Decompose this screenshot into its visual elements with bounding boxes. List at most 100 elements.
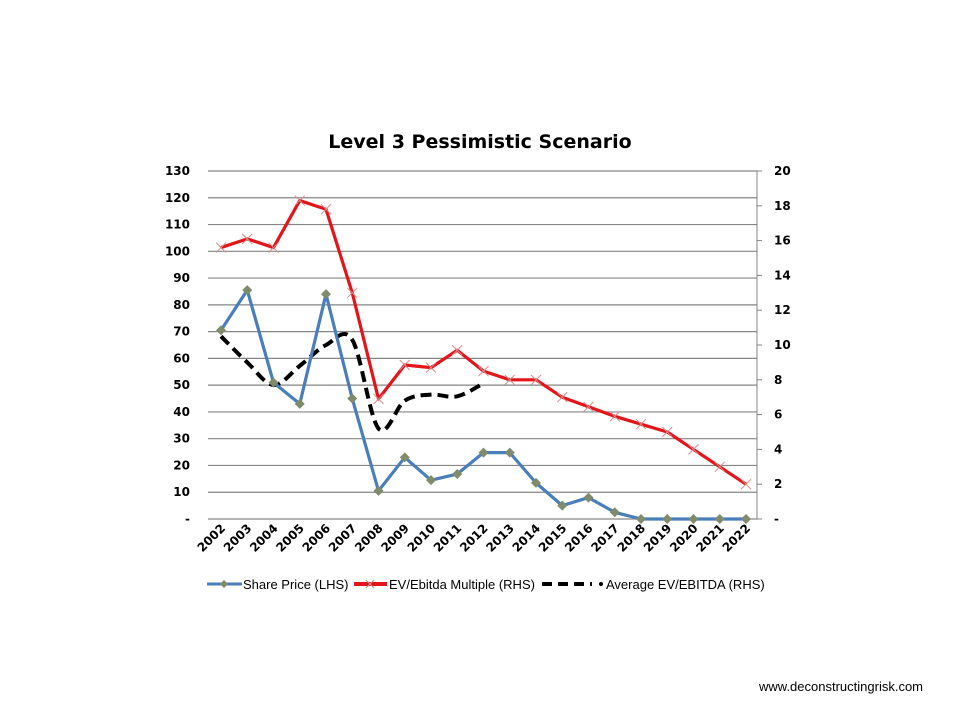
left-tick-label: 80 [173, 298, 190, 312]
x-tick-label: 2022 [720, 521, 754, 555]
left-tick-label: 60 [173, 351, 190, 365]
x-tick-label: 2021 [693, 521, 727, 555]
x-tick-label: 2017 [588, 521, 622, 555]
data-point [635, 418, 647, 430]
data-point [478, 447, 489, 458]
right-tick-label: 10 [774, 338, 791, 352]
left-tick-label: 30 [173, 432, 190, 446]
data-point [714, 514, 725, 524]
data-point [215, 242, 227, 253]
series-line [219, 332, 485, 433]
left-tick-label: 70 [173, 325, 190, 339]
data-point [688, 514, 699, 524]
series-average-ev-ebitda-rhs [219, 332, 485, 433]
right-tick-label: 8 [774, 373, 782, 387]
data-point [451, 344, 463, 356]
series-share-price-lhs [216, 285, 751, 524]
x-tick-label: 2006 [300, 521, 334, 555]
data-point [268, 242, 279, 253]
left-tick-label: 100 [165, 244, 190, 258]
data-point [320, 203, 332, 215]
data-point [661, 426, 673, 438]
website-url: www.deconstructingrisk.com [759, 679, 923, 694]
x-tick-label: 2018 [615, 521, 649, 555]
legend-marker [599, 582, 603, 586]
data-point [583, 492, 594, 503]
data-point [399, 359, 411, 371]
data-point [426, 475, 436, 486]
left-tick-label: 50 [173, 378, 190, 392]
legend-marker [365, 579, 375, 589]
x-axis: 2002200320042005200620072008200920102011… [195, 521, 754, 555]
x-tick-label: 2011 [431, 521, 465, 555]
right-tick-label: 12 [774, 303, 791, 317]
gridlines [208, 170, 757, 520]
data-point [373, 485, 384, 496]
right-tick-label: 14 [774, 268, 791, 282]
left-tick-label: 20 [173, 458, 190, 472]
x-tick-label: 2012 [457, 521, 491, 555]
data-point [242, 285, 253, 296]
data-point [609, 507, 620, 518]
right-axis: - 2 4 6 8 10 12 14 16 18 20 [756, 164, 791, 526]
right-tick-label: 2 [774, 477, 782, 491]
data-point [294, 195, 306, 206]
x-tick-label: 2019 [641, 521, 675, 555]
data-point [740, 478, 752, 490]
data-point [557, 500, 568, 511]
right-tick-label: 6 [774, 408, 782, 422]
series-ev-ebitda-multiple-rhs [215, 195, 752, 490]
legend-label: Share Price (LHS) [243, 577, 348, 592]
data-point [556, 391, 568, 403]
right-tick-label: 16 [774, 234, 791, 248]
data-point [662, 514, 673, 524]
data-point [373, 393, 384, 405]
x-tick-label: 2009 [378, 521, 412, 555]
data-point [216, 325, 226, 336]
left-tick-label: 10 [173, 485, 190, 499]
legend-marker [220, 580, 228, 588]
data-point [399, 452, 410, 463]
data-point [268, 377, 279, 388]
series-line [220, 198, 747, 486]
data-point [531, 477, 541, 488]
data-point [452, 469, 463, 480]
data-point [504, 447, 515, 458]
data-point [347, 393, 358, 404]
legend-item: Share Price (LHS) [207, 577, 348, 592]
x-tick-label: 2002 [195, 521, 229, 555]
data-point [504, 374, 516, 386]
x-tick-label: 2014 [510, 521, 544, 555]
data-point [294, 398, 305, 409]
chart-title: Level 3 Pessimistic Scenario [328, 131, 631, 153]
legend-item: Average EV/EBITDA (RHS) [542, 577, 765, 592]
x-tick-label: 2004 [247, 521, 281, 555]
left-tick-label: 40 [173, 405, 190, 419]
data-point [636, 514, 646, 524]
right-tick-label: 4 [774, 442, 782, 456]
data-point [478, 365, 489, 377]
data-point [241, 233, 253, 245]
series-layer [215, 195, 752, 524]
legend-label: EV/Ebitda Multiple (RHS) [389, 577, 535, 592]
x-tick-label: 2007 [326, 521, 360, 555]
data-point [321, 289, 331, 300]
data-point [583, 401, 594, 413]
x-tick-label: 2010 [405, 521, 439, 555]
left-tick-label: - [185, 512, 190, 526]
data-point [609, 410, 621, 422]
legend: Share Price (LHS) EV/Ebitda Multiple (RHS… [207, 577, 765, 592]
right-tick-label: 20 [774, 164, 791, 178]
right-tick-label: 18 [774, 199, 791, 213]
data-point [346, 287, 358, 299]
x-tick-label: 2016 [562, 521, 596, 555]
x-tick-label: 2013 [483, 521, 517, 555]
left-tick-label: 110 [165, 218, 190, 232]
x-tick-label: 2003 [221, 521, 255, 555]
data-point [688, 444, 699, 455]
left-axis: - 10 20 30 40 50 60 70 80 90 100 110 120 130 [165, 164, 190, 526]
data-point [714, 461, 726, 473]
right-tick-label: - [774, 512, 779, 526]
data-point [530, 374, 542, 386]
